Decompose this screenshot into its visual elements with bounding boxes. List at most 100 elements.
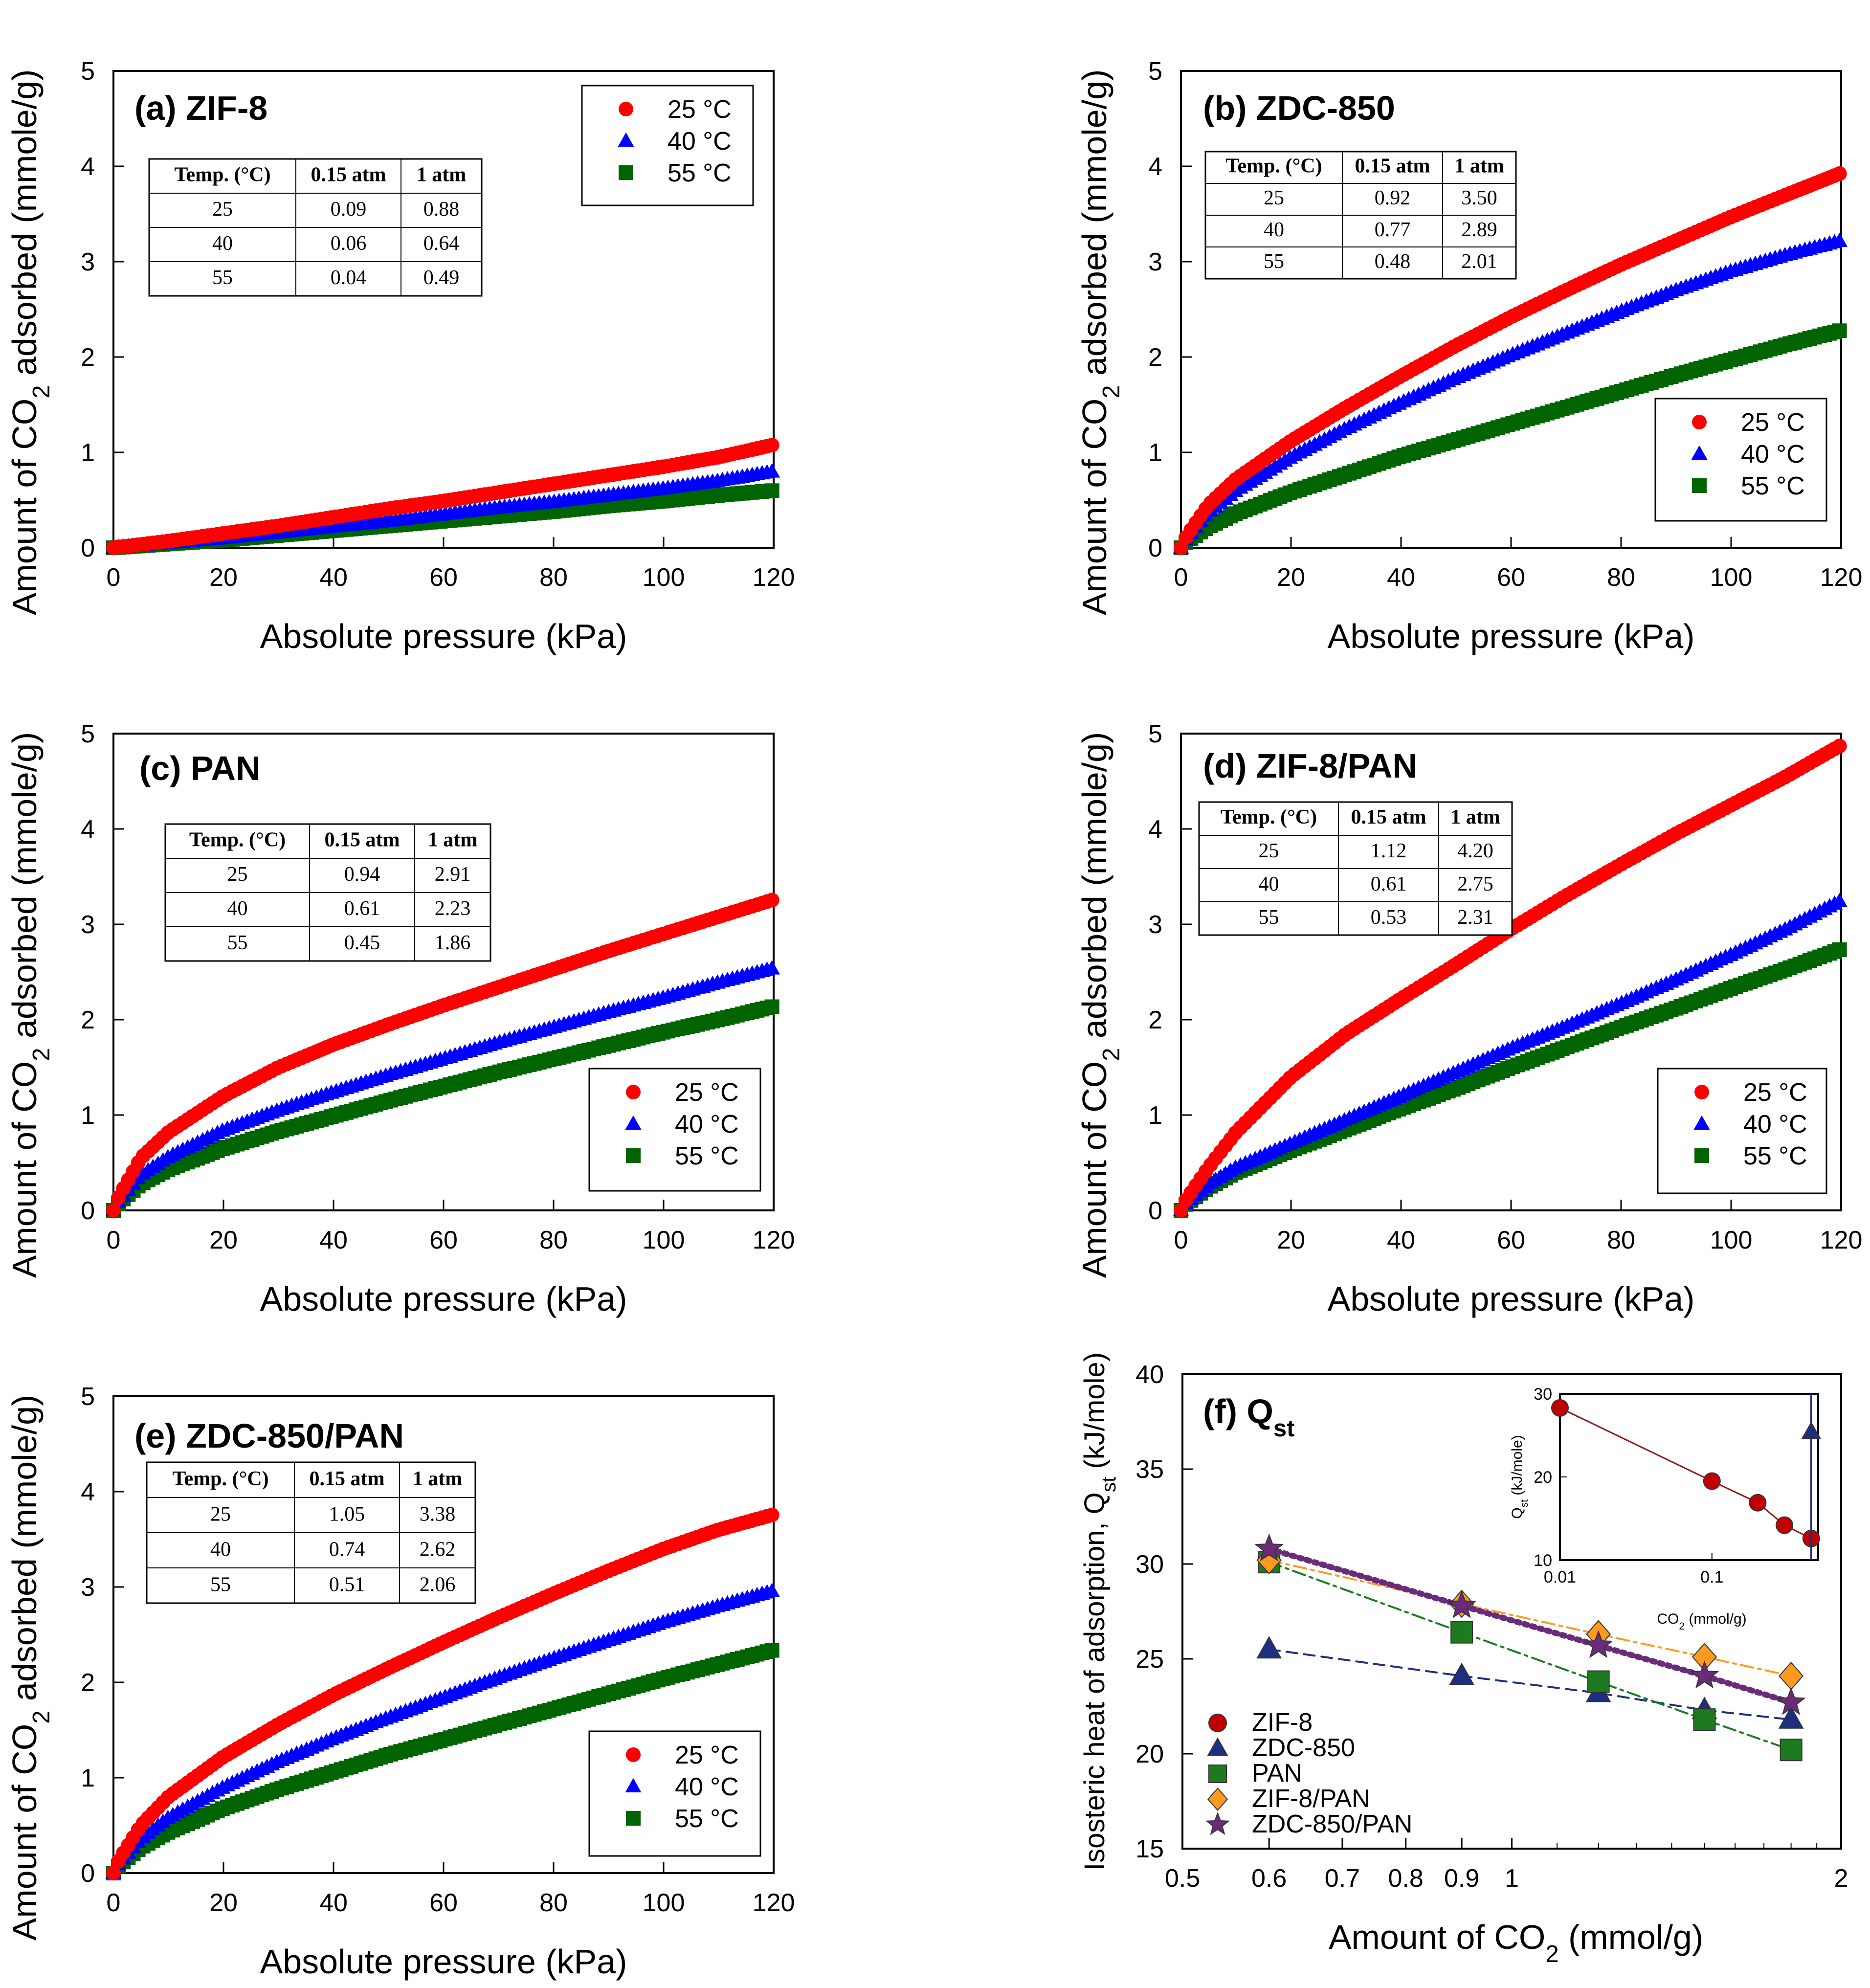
panel-c: 0 20 40 60 80 100 120 0 1 2 3 4 5 Absolute pressure (… (5, 720, 795, 1318)
x-tick-label: 0 (1174, 1226, 1188, 1254)
y-tick-label: 2 (81, 1669, 95, 1697)
data-point (1832, 323, 1847, 338)
legend-label: 25 °C (1741, 408, 1805, 437)
x-tick-label: 20 (209, 1226, 238, 1254)
table-header: 1 atm (1450, 806, 1500, 828)
table-cell: 0.09 (331, 198, 367, 221)
data-point (1831, 232, 1848, 247)
x-axis-label: Amount of CO2 (mmol/g) (1329, 1918, 1703, 1967)
data-point (106, 1866, 121, 1880)
legend-marker (1694, 1085, 1709, 1099)
data-point (1256, 1636, 1282, 1659)
x-tick-label: 20 (209, 1889, 238, 1917)
legend-label: 40 °C (1741, 440, 1805, 469)
data-table: Temp. (°C) 0.15 atm 1 atm 25 1.05 3.38 40 0.74 2… (146, 1461, 476, 1604)
legend-label: ZDC-850 (1252, 1734, 1355, 1762)
series-55C (1174, 323, 1847, 555)
x-tick-label: 80 (539, 563, 568, 592)
table-cell: 55 (227, 932, 248, 954)
data-point (1583, 1630, 1613, 1658)
data-table: Temp. (°C) 0.15 atm 1 atm 25 0.92 3.50 40 0.77 2… (1204, 151, 1517, 280)
table-header: 0.15 atm (310, 1468, 385, 1490)
x-tick-label: 80 (539, 1889, 568, 1917)
table-cell: 2.01 (1461, 250, 1497, 273)
y-axis-label-part: adsorbed (mmole/g) (5, 1395, 44, 1711)
panel-f: 0.5 0.6 0.7 0.8 0.9 1 2 15 20 25 30 35 40 Amount of C… (1079, 1352, 1848, 1967)
y-tick-label: 0 (81, 534, 95, 562)
table-cell: 2.89 (1461, 219, 1497, 241)
data-point (1832, 166, 1847, 181)
legend: 25 °C 40 °C 55 °C (581, 85, 754, 206)
y-axis-label: Amount of CO2 adsorbed (mmole/g) (1075, 69, 1125, 616)
table-header: Temp. (°C) (1221, 806, 1317, 828)
x-tick-label: 100 (643, 1226, 685, 1254)
legend-label: 25 °C (1743, 1078, 1807, 1107)
y-tick-label: 15 (1135, 1835, 1164, 1863)
table-cell: 0.61 (1371, 873, 1407, 895)
x-tick-label: 100 (1710, 1226, 1753, 1254)
y-tick-label: 4 (1148, 153, 1162, 181)
inset-y-label-part: (kJ/mole) (1509, 1435, 1525, 1499)
panel-title-text: (f) Q (1203, 1392, 1273, 1430)
table-cell: 0.74 (329, 1539, 365, 1561)
x-tick-label: 120 (753, 1889, 795, 1917)
x-tick-label: 80 (539, 1226, 568, 1254)
table-cell: 0.92 (1375, 187, 1411, 209)
x-tick-label: 0.6 (1251, 1864, 1287, 1893)
inset-data-point (1551, 1399, 1569, 1417)
legend-frame (581, 85, 754, 206)
inset-plot: 0.01 0.1 10 20 30 CO2 (mmol/g) Qst (kJ/mole) (1509, 1385, 1822, 1632)
data-point (1779, 1661, 1804, 1690)
legend-marker (1207, 1787, 1228, 1811)
table-cell: 2.62 (420, 1539, 456, 1561)
data-point (764, 960, 780, 975)
table-cell: 40 (212, 232, 233, 255)
table-cell: 2.23 (435, 897, 471, 920)
legend-label: 40 °C (675, 1773, 739, 1801)
data-point (1778, 1706, 1804, 1729)
x-tick-label: 40 (319, 1226, 348, 1254)
x-tick-label: 60 (429, 563, 458, 592)
data-point (764, 1507, 779, 1522)
x-tick-label: 80 (1607, 563, 1635, 592)
inset-data-point (1749, 1494, 1767, 1512)
y-tick-label: 5 (81, 1383, 95, 1411)
x-tick-label: 120 (753, 1226, 795, 1254)
y-tick-label: 1 (1148, 439, 1162, 467)
legend-marker (618, 132, 634, 147)
legend-marker (626, 1811, 641, 1826)
data-point (1776, 1687, 1806, 1715)
data-point (1254, 1533, 1284, 1562)
x-axis-label-part: Amount of CO (1329, 1918, 1546, 1956)
legend-marker (625, 1115, 642, 1130)
x-tick-label: 120 (753, 563, 795, 592)
y-tick-label: 5 (1148, 57, 1162, 86)
table-cell: 3.50 (1461, 187, 1497, 209)
legend-label: 55 °C (675, 1142, 739, 1170)
table-cell: 4.20 (1457, 840, 1493, 862)
table-cell: 0.45 (344, 932, 380, 954)
legend-label: 25 °C (668, 95, 732, 124)
legend-marker (1207, 1737, 1228, 1756)
series-25C (1174, 738, 1847, 1218)
table-header: 0.15 atm (1355, 155, 1430, 177)
table-cell: 55 (212, 267, 233, 289)
table-cell: 25 (227, 863, 248, 886)
x-tick-label: 0 (107, 1889, 121, 1917)
legend-marker (1208, 1765, 1227, 1783)
inset-frame (1559, 1393, 1819, 1561)
y-axis-label: Amount of CO2 adsorbed (mmole/g) (5, 1395, 55, 1941)
y-tick-label: 30 (1135, 1550, 1164, 1579)
table-cell: 0.77 (1375, 219, 1411, 241)
x-tick-label: 40 (319, 563, 348, 592)
y-axis-label-subscript: st (1097, 1477, 1120, 1493)
x-tick-label: 0.8 (1388, 1864, 1424, 1893)
legend-label: 40 °C (675, 1110, 739, 1139)
legend-label: ZIF-8 (1252, 1708, 1313, 1737)
x-axis-label: Absolute pressure (kPa) (260, 1943, 627, 1981)
legend-frame (1654, 398, 1827, 522)
x-axis-label-part: (mmol/g) (1559, 1918, 1704, 1956)
x-axis-label: Absolute pressure (kPa) (1328, 1280, 1695, 1318)
x-tick-label: 100 (643, 563, 685, 592)
